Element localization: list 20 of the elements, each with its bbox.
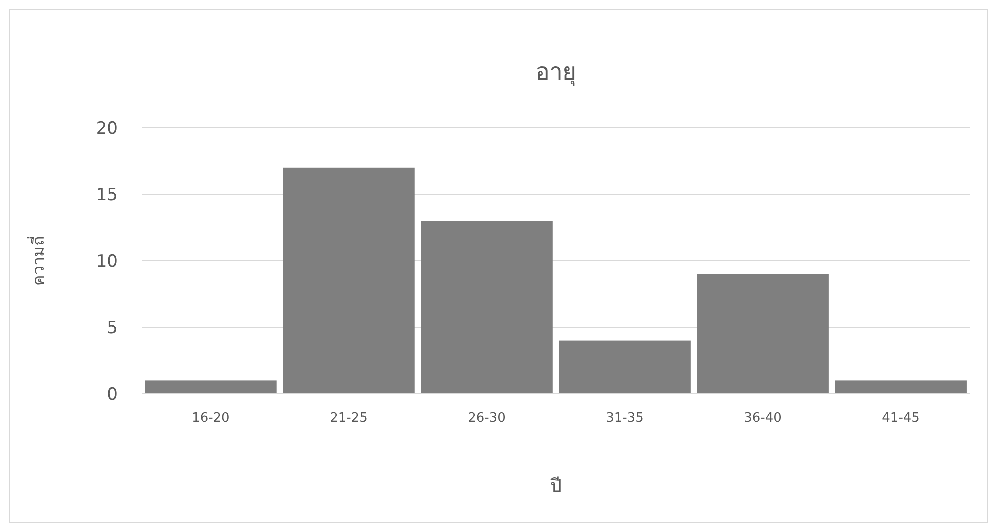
x-tick-label: 21-25 <box>330 411 368 426</box>
bar <box>421 221 553 394</box>
chart-title: อายุ <box>536 58 576 87</box>
x-tick-label: 31-35 <box>606 411 644 426</box>
y-axis-title: ความถี่ <box>27 236 48 286</box>
x-tick-label: 26-30 <box>468 411 506 426</box>
bar <box>145 380 277 394</box>
x-axis-title: ปี <box>550 476 562 497</box>
bar <box>559 340 691 394</box>
bar <box>283 168 415 394</box>
bar <box>835 380 967 394</box>
y-tick-label: 20 <box>96 118 118 139</box>
y-tick-label: 15 <box>96 185 118 206</box>
y-tick-label: 5 <box>107 318 118 338</box>
x-tick-label: 36-40 <box>744 411 782 426</box>
y-tick-label: 0 <box>107 384 118 405</box>
bar <box>697 274 829 394</box>
y-tick-label: 10 <box>96 252 118 272</box>
x-tick-label: 16-20 <box>192 411 230 426</box>
x-tick-label: 41-45 <box>882 411 920 426</box>
